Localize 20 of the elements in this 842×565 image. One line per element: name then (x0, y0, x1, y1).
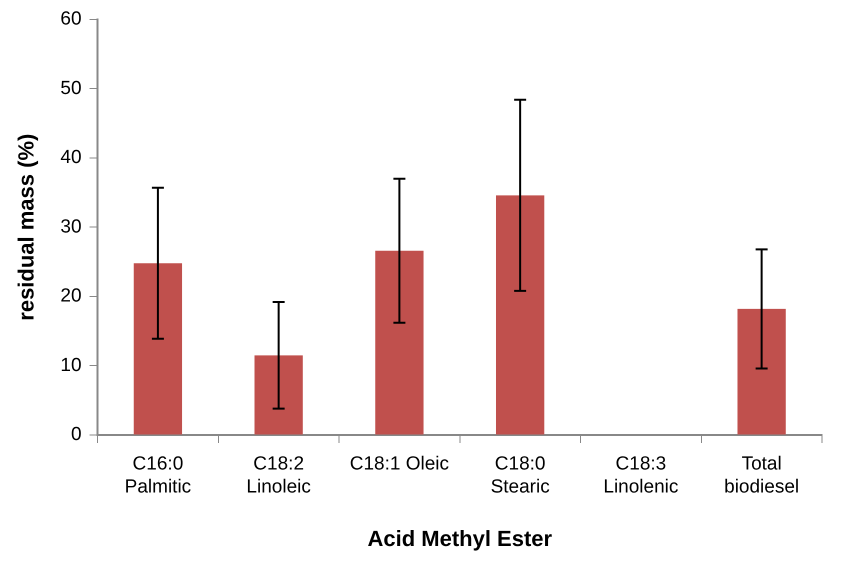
bar (496, 195, 544, 434)
bar (375, 250, 424, 434)
y-tick-label: 50 (60, 78, 82, 99)
bar (254, 355, 303, 434)
x-tick-label: C18:1 Oleic (350, 454, 450, 475)
x-tick-label: C18:0 Stearic (490, 454, 550, 498)
bar (134, 263, 182, 434)
x-tick-label: C18:2 Linoleic (246, 454, 311, 498)
bar (737, 308, 786, 434)
x-tick-label: C16:0 Palmitic (124, 454, 192, 498)
x-tick-label: Total biodiesel (724, 454, 800, 498)
y-tick-label: 60 (60, 8, 82, 30)
y-axis-title: residual mass (%) (13, 134, 38, 321)
y-tick-label: 10 (60, 354, 82, 376)
y-tick-label: 0 (70, 424, 82, 446)
y-tick-label: 30 (60, 216, 82, 238)
x-tick-label: C18:3 Linolenic (603, 454, 678, 498)
y-tick-label: 20 (60, 286, 82, 307)
x-axis-title: Acid Methyl Ester (367, 526, 553, 551)
y-tick-label: 40 (60, 147, 82, 168)
